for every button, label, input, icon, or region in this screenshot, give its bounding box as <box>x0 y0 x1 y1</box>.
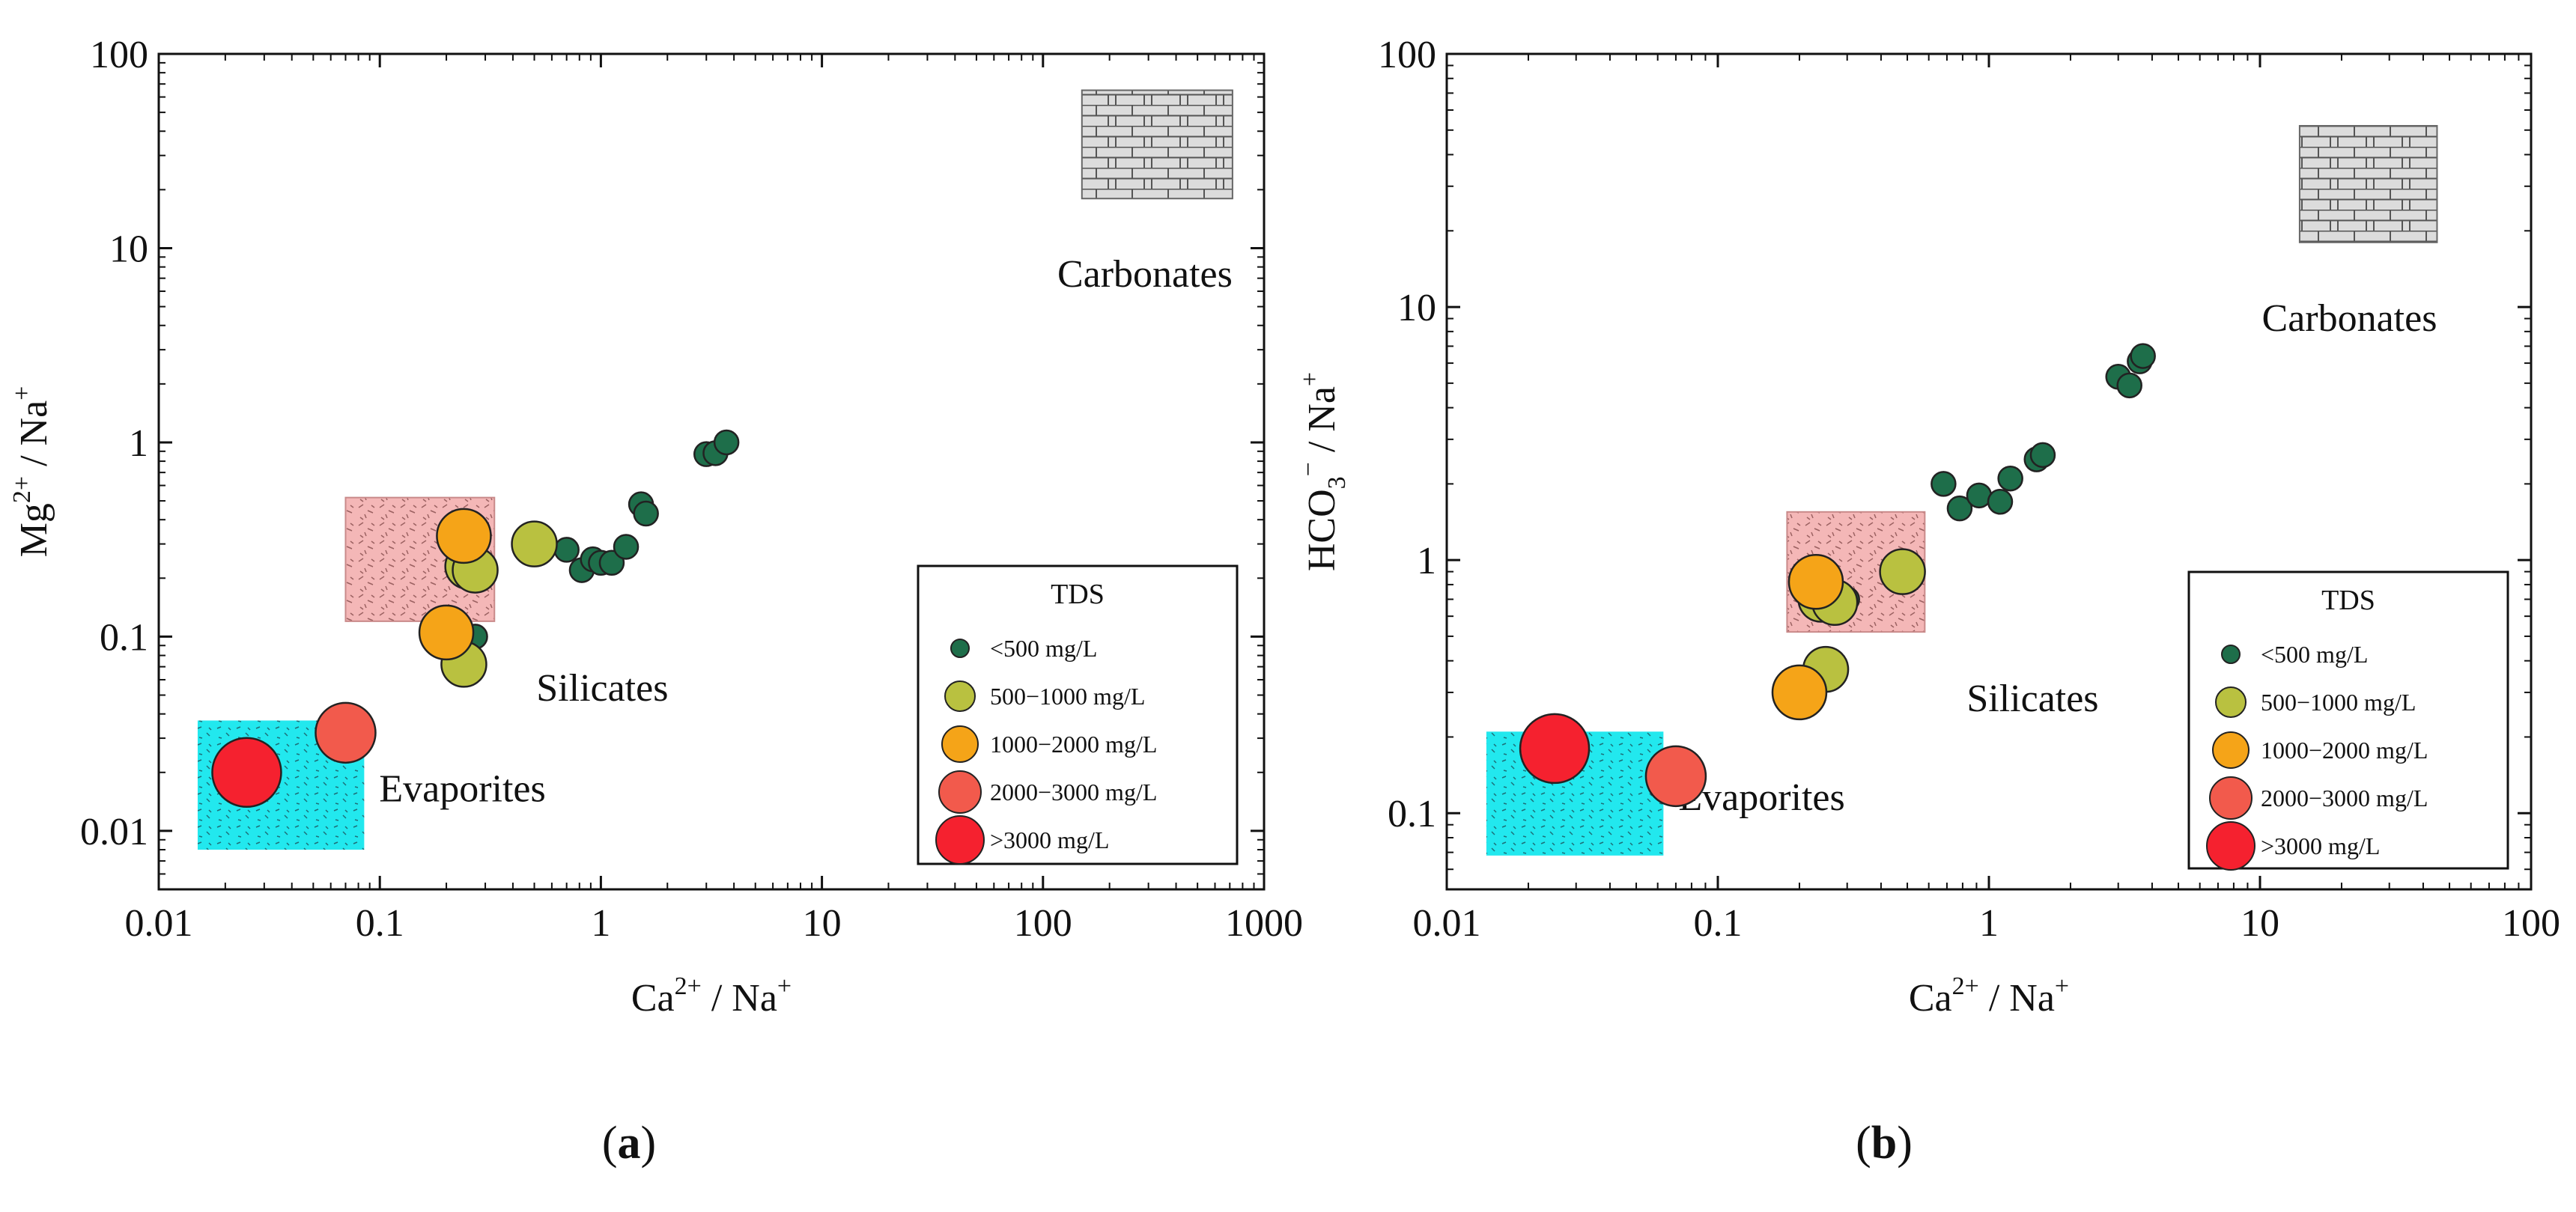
plot-frame <box>157 52 1266 891</box>
data-point <box>1946 495 1973 522</box>
carbonates-region <box>1081 89 1233 200</box>
legend-marker <box>941 725 979 763</box>
y-tick-label: 0.01 <box>80 811 148 853</box>
x-tick-label: 100 <box>1014 902 1072 945</box>
legend-label: 500−1000 mg/L <box>2261 689 2416 716</box>
data-point <box>315 701 377 764</box>
x-tick-label: 0.1 <box>356 902 404 945</box>
x-tick-label: 1 <box>1979 902 1999 945</box>
data-point <box>1519 713 1591 785</box>
data-point <box>633 500 659 527</box>
x-tick-label: 1 <box>591 902 610 945</box>
y-axis-label: Mg2+ / Na+ <box>8 386 55 558</box>
y-tick-label: 100 <box>1378 34 1436 76</box>
y-tick-label: 100 <box>90 34 148 76</box>
x-tick-label: 10 <box>2241 902 2279 945</box>
legend-marker <box>935 815 985 865</box>
data-point <box>1787 554 1844 610</box>
data-point <box>713 429 740 456</box>
data-point <box>553 537 580 563</box>
legend-label: >3000 mg/L <box>990 826 1109 853</box>
data-point <box>1931 471 1957 497</box>
silicates-label: Silicates <box>536 667 668 710</box>
legend-label: 1000−2000 mg/L <box>990 731 1157 758</box>
panel-a: 0.01 0.1 1 10 100 1000 0.01 0.1 1 10 100 Ca2+ / Na+… <box>8 34 1303 1169</box>
x-tick-label: 0.01 <box>125 902 193 945</box>
x-tick-label: 10 <box>803 902 842 945</box>
x-tick-label: 100 <box>2502 902 2560 945</box>
legend-marker <box>944 680 976 712</box>
legend-marker <box>2212 731 2250 769</box>
y-tick-label: 0.1 <box>100 616 148 659</box>
data-point <box>2130 343 2156 369</box>
y-tick-label: 1 <box>129 422 148 465</box>
x-axis-label: Ca2+ / Na+ <box>1909 972 2069 1020</box>
data-point <box>1879 548 1926 595</box>
data-point <box>2029 442 2056 469</box>
carbonates-region <box>2298 125 2438 243</box>
panel-caption: (b) <box>1856 1118 1913 1169</box>
x-tick-label: 0.1 <box>1694 902 1743 945</box>
legend-box <box>917 564 1239 865</box>
y-tick-label: 10 <box>109 228 148 270</box>
legend-label: 2000−3000 mg/L <box>990 779 1157 806</box>
y-tick-label: 0.1 <box>1388 793 1436 835</box>
silicates-label: Silicates <box>1966 677 2098 720</box>
legend-label: <500 mg/L <box>2261 641 2368 668</box>
legend-marker <box>2221 645 2241 664</box>
legend-label: <500 mg/L <box>990 635 1097 662</box>
data-point <box>1771 664 1828 721</box>
legend-marker <box>950 639 970 658</box>
data-point <box>1997 465 2023 492</box>
legend-title: TDS <box>1051 579 1105 610</box>
data-point <box>436 508 492 564</box>
data-point <box>2116 372 2142 399</box>
carbonates-label: Carbonates <box>1057 253 1233 296</box>
carbonates-label: Carbonates <box>2262 297 2437 340</box>
y-tick-label: 1 <box>1417 540 1436 582</box>
legend-marker <box>2215 686 2247 718</box>
legend-label: 2000−3000 mg/L <box>2261 785 2428 811</box>
evaporites-label: Evaporites <box>1678 776 1844 819</box>
legend-label: >3000 mg/L <box>2261 832 2380 859</box>
y-tick-label: 10 <box>1397 287 1436 329</box>
data-point <box>613 534 640 560</box>
legend-label: 1000−2000 mg/L <box>2261 737 2428 764</box>
y-axis-label: HCO3− / Na+ <box>1295 372 1351 571</box>
legend-box <box>2187 570 2509 870</box>
legend-marker <box>938 770 982 814</box>
data-point <box>211 737 282 808</box>
data-point <box>418 604 475 661</box>
panel-caption: (a) <box>602 1118 656 1169</box>
legend-title: TDS <box>2321 585 2375 616</box>
data-point <box>598 549 625 576</box>
x-axis-label: Ca2+ / Na+ <box>631 972 792 1020</box>
legend-marker <box>2209 776 2253 820</box>
data-point <box>1644 745 1707 808</box>
data-point <box>511 520 558 567</box>
x-tick-label: 0.01 <box>1413 902 1481 945</box>
data-point <box>1987 488 2014 515</box>
legend-marker <box>2206 821 2255 871</box>
evaporites-label: Evaporites <box>379 768 545 811</box>
legend-label: 500−1000 mg/L <box>990 683 1145 710</box>
panel-b: 0.01 0.1 1 10 100 0.1 1 10 100 Ca2+ / Na+ HCO3− / … <box>1295 34 2560 1169</box>
x-tick-label: 1000 <box>1225 902 1303 945</box>
